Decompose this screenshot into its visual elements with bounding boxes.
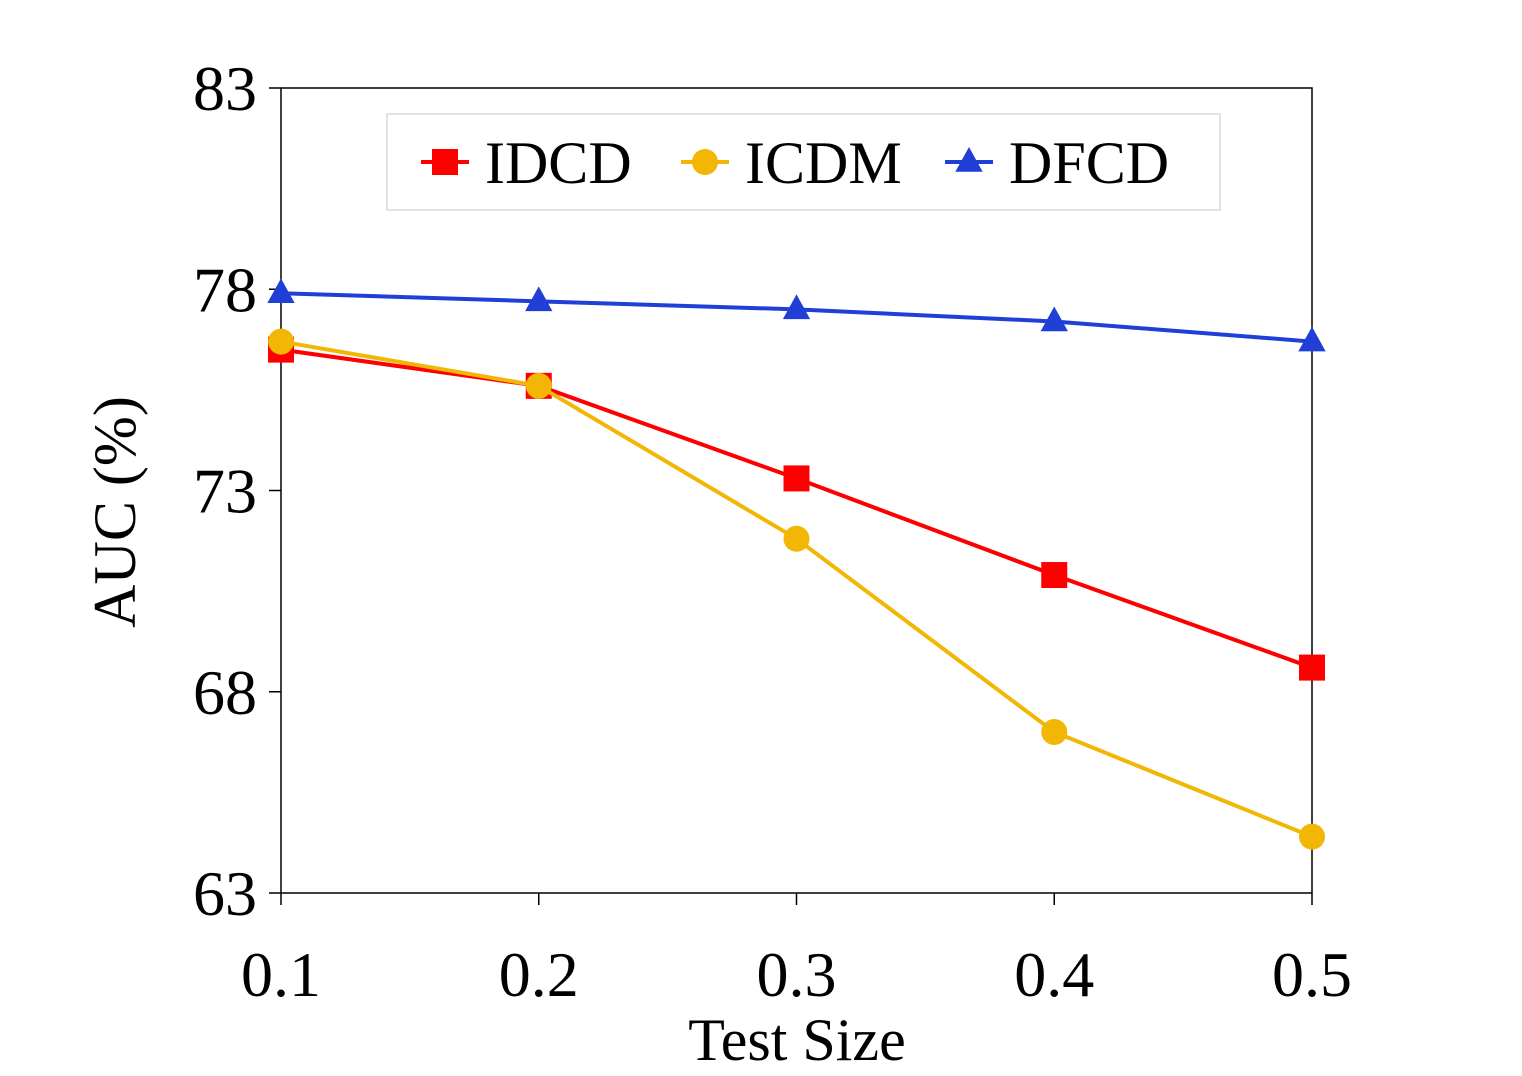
legend-item-dfcd: DFCD bbox=[945, 130, 1169, 196]
series-dfcd bbox=[267, 278, 1326, 352]
series-line-idcd bbox=[280, 347, 1313, 670]
circle-marker bbox=[692, 149, 718, 175]
y-axis: 63 68 73 78 83 bbox=[193, 53, 281, 929]
y-tick-label: 63 bbox=[193, 858, 257, 929]
legend-item-idcd: IDCD bbox=[421, 130, 632, 196]
circle-marker bbox=[1299, 823, 1325, 850]
x-tick-label: 0.4 bbox=[1014, 939, 1094, 1010]
legend: IDCD ICDM DFCD bbox=[386, 113, 1221, 211]
x-tick-label: 0.1 bbox=[241, 939, 321, 1010]
y-tick-label: 68 bbox=[193, 657, 257, 728]
x-axis: 0.1 0.2 0.3 0.4 0.5 bbox=[241, 893, 1352, 1010]
series-line-icdm bbox=[280, 339, 1313, 839]
triangle-marker bbox=[782, 294, 811, 320]
square-marker bbox=[1299, 654, 1325, 681]
legend-item-icdm: ICDM bbox=[681, 130, 902, 196]
y-tick-label: 73 bbox=[193, 456, 257, 527]
circle-marker bbox=[525, 372, 552, 399]
legend-label-dfcd: DFCD bbox=[1009, 130, 1169, 196]
legend-box bbox=[386, 113, 1221, 211]
series-layer bbox=[267, 278, 1326, 850]
square-marker bbox=[1041, 562, 1068, 589]
circle-marker bbox=[1041, 719, 1068, 745]
y-axis-title: AUC (%) bbox=[82, 396, 148, 628]
x-tick-label: 0.3 bbox=[757, 939, 837, 1010]
circle-marker bbox=[783, 525, 810, 552]
y-tick-label: 78 bbox=[193, 254, 257, 325]
x-tick-label: 0.5 bbox=[1272, 939, 1352, 1010]
legend-label-idcd: IDCD bbox=[485, 130, 632, 196]
x-axis-title: Test Size bbox=[688, 1007, 905, 1073]
square-marker bbox=[432, 149, 458, 175]
legend-label-icdm: ICDM bbox=[745, 130, 902, 196]
series-icdm bbox=[268, 328, 1325, 850]
triangle-marker bbox=[1040, 306, 1068, 332]
series-idcd bbox=[268, 336, 1325, 681]
x-tick-label: 0.2 bbox=[499, 939, 579, 1010]
triangle-marker bbox=[955, 147, 983, 172]
circle-marker bbox=[268, 328, 294, 355]
triangle-marker bbox=[525, 286, 553, 312]
triangle-marker bbox=[267, 278, 295, 304]
square-marker bbox=[783, 465, 810, 492]
triangle-marker bbox=[1298, 326, 1326, 352]
y-tick-label: 83 bbox=[193, 53, 257, 124]
